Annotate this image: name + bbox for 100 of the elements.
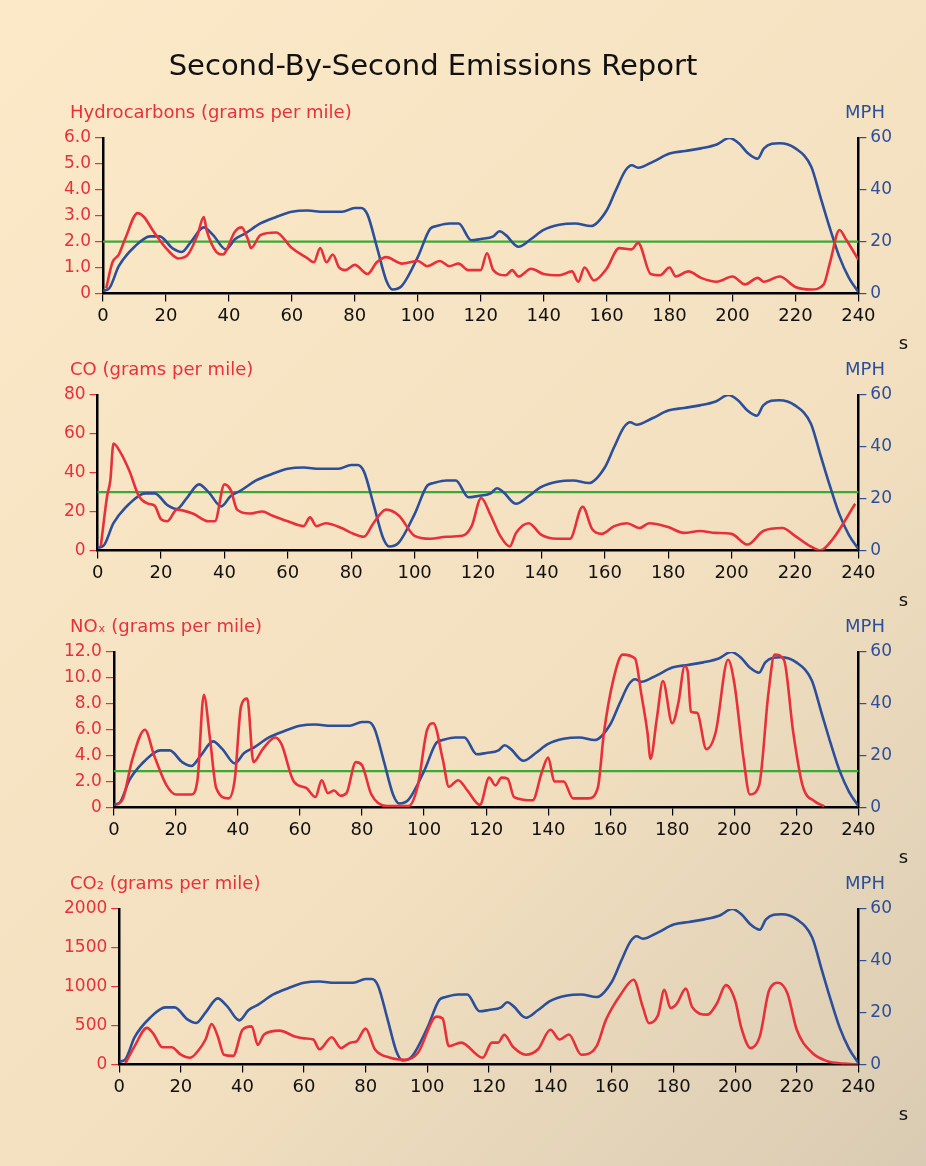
y-tick-label: 12.0 [63, 640, 102, 661]
x-tick-label: 20 [164, 817, 188, 839]
y-tick-label: 2000 [64, 897, 108, 918]
y-tick-label: 2.0 [74, 769, 102, 790]
x-tick-label: 80 [343, 303, 367, 325]
x-axis-title: s [898, 332, 909, 353]
y2-axis-title: MPH [845, 872, 885, 893]
x-tick-label: 160 [589, 303, 624, 325]
x-tick-label: 140 [524, 560, 559, 582]
y2-tick-label: 60 [870, 640, 893, 661]
x-axis-title: s [898, 1103, 909, 1124]
x-tick-label: 60 [276, 560, 300, 582]
y-tick-label: 0 [91, 795, 102, 816]
y-tick-label: 1.0 [63, 255, 92, 276]
x-tick-label: 240 [841, 1074, 876, 1096]
x-axis-title: s [898, 846, 909, 867]
y-tick-label: 10.0 [63, 666, 102, 687]
x-tick-label: 220 [779, 1074, 814, 1096]
y2-tick-label: 40 [870, 949, 893, 970]
x-tick-label: 200 [715, 303, 750, 325]
y-tick-label: 6.0 [74, 718, 102, 739]
x-tick-label: 140 [526, 303, 561, 325]
x-tick-label: 160 [593, 817, 628, 839]
y-axis-title: NOₓ (grams per mile) [70, 615, 263, 636]
x-tick-label: 40 [212, 560, 236, 582]
y-tick-label: 0 [96, 1052, 108, 1073]
x-tick-label: 140 [533, 1074, 568, 1096]
x-tick-label: 200 [718, 1074, 753, 1096]
y2-tick-label: 20 [870, 1001, 893, 1022]
y-tick-label: 60 [63, 422, 86, 443]
y2-tick-label: 0 [870, 795, 882, 816]
y-tick-label: 6.0 [63, 126, 92, 147]
y-tick-label: 4.0 [74, 744, 102, 765]
x-tick-label: 220 [779, 817, 814, 839]
x-tick-label: 180 [656, 1074, 691, 1096]
x-tick-label: 240 [841, 560, 876, 582]
y-axis-title: CO₂ (grams per mile) [70, 872, 261, 893]
y-tick-label: 1000 [64, 975, 108, 996]
y2-axis-title: MPH [845, 615, 885, 636]
x-tick-label: 40 [230, 1074, 254, 1096]
x-tick-label: 200 [717, 817, 752, 839]
x-tick-label: 60 [280, 303, 304, 325]
x-tick-label: 40 [226, 817, 250, 839]
x-tick-label: 20 [154, 303, 178, 325]
line-series [104, 211, 859, 291]
x-tick-label: 100 [400, 303, 435, 325]
y-tick-label: 0 [80, 281, 92, 302]
x-tick-label: 180 [655, 817, 690, 839]
x-tick-label: 60 [292, 1074, 316, 1096]
x-tick-label: 80 [350, 817, 374, 839]
x-tick-label: 200 [714, 560, 749, 582]
y-tick-label: 0 [74, 538, 86, 559]
y2-tick-label: 0 [870, 281, 882, 302]
y-tick-label: 4.0 [63, 178, 92, 199]
y2-tick-label: 20 [870, 487, 893, 508]
x-tick-label: 120 [460, 560, 496, 582]
x-tick-label: 100 [406, 817, 442, 839]
x-tick-label: 120 [468, 817, 504, 839]
y2-axis-title: MPH [845, 358, 885, 379]
x-tick-label: 220 [777, 560, 813, 582]
y-axis-title: Hydrocarbons (grams per mile) [70, 101, 352, 122]
y-tick-label: 80 [63, 383, 86, 404]
y2-tick-label: 40 [870, 178, 893, 199]
x-tick-label: 60 [288, 817, 312, 839]
x-tick-label: 160 [587, 560, 622, 582]
x-tick-label: 180 [651, 560, 686, 582]
x-tick-label: 20 [169, 1074, 193, 1096]
x-tick-label: 100 [410, 1074, 445, 1096]
y2-tick-label: 60 [870, 126, 893, 147]
y2-axis-title: MPH [845, 101, 885, 122]
y2-tick-label: 20 [870, 744, 893, 765]
x-tick-label: 0 [113, 1074, 125, 1096]
x-tick-label: 240 [841, 817, 876, 839]
y-tick-label: 40 [63, 461, 86, 482]
y-tick-label: 2.0 [63, 230, 92, 251]
y-tick-label: 8.0 [74, 692, 102, 713]
x-tick-label: 100 [397, 560, 432, 582]
x-tick-label: 160 [594, 1074, 630, 1096]
x-tick-label: 180 [652, 303, 687, 325]
x-tick-label: 80 [339, 560, 363, 582]
line-series [124, 978, 859, 1065]
y-tick-label: 1500 [64, 936, 108, 957]
y2-tick-label: 20 [870, 230, 893, 251]
x-tick-label: 20 [149, 560, 173, 582]
x-axis-title: s [898, 589, 909, 610]
y-tick-label: 20 [63, 499, 86, 520]
x-tick-label: 120 [471, 1074, 506, 1096]
y-tick-label: 500 [74, 1013, 108, 1034]
y2-tick-label: 0 [870, 538, 882, 559]
x-tick-label: 240 [841, 303, 876, 325]
y-axis-title: CO (grams per mile) [70, 358, 254, 379]
y2-tick-label: 0 [870, 1052, 882, 1073]
y-tick-label: 5.0 [63, 152, 92, 173]
x-tick-label: 220 [778, 303, 813, 325]
chart-title: Second-By-Second Emissions Report [167, 48, 699, 82]
x-tick-label: 40 [217, 303, 241, 325]
y2-tick-label: 40 [870, 435, 893, 456]
y2-tick-label: 40 [870, 692, 893, 713]
y2-tick-label: 60 [870, 897, 893, 918]
y2-tick-label: 60 [870, 383, 893, 404]
